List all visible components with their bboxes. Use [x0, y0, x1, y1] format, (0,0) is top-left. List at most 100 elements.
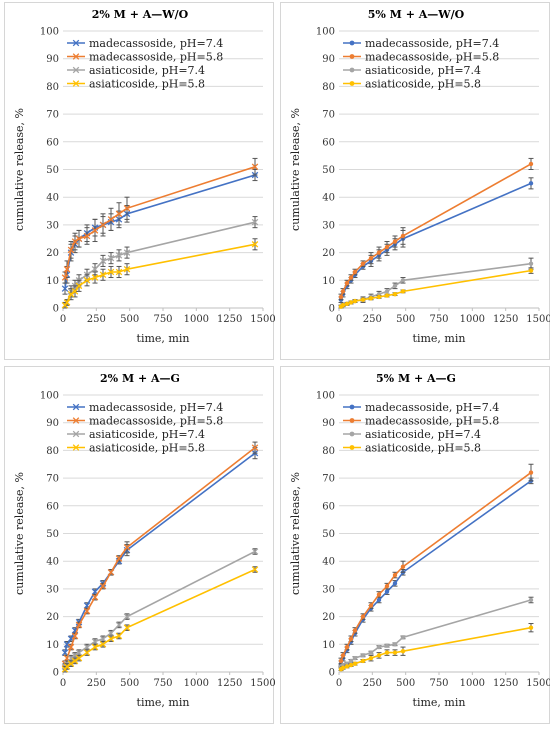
data-point — [123, 265, 131, 273]
data-point — [91, 643, 99, 651]
series — [61, 548, 259, 670]
data-point — [384, 643, 390, 648]
x-tick-label: 1000 — [184, 678, 209, 689]
legend-swatch-marker — [349, 418, 355, 423]
series — [61, 447, 259, 656]
data-point-stroke — [115, 555, 123, 562]
x-tick-label: 1500 — [526, 678, 550, 689]
data-point — [115, 632, 123, 640]
data-point — [392, 239, 398, 244]
data-point — [107, 254, 115, 262]
legend-swatch-marker — [349, 404, 355, 410]
x-tick-label: 750 — [153, 314, 172, 325]
y-tick-label: 30 — [322, 220, 335, 231]
y-tick-label: 90 — [322, 418, 335, 429]
data-point — [528, 597, 534, 603]
series — [338, 177, 534, 303]
y-tick-label: 0 — [53, 304, 59, 315]
data-point — [123, 613, 131, 620]
legend-swatch-marker — [349, 445, 355, 450]
data-point — [63, 265, 71, 273]
data-point-stroke — [115, 268, 123, 276]
data-point — [75, 621, 83, 629]
y-tick-label: 70 — [322, 474, 335, 485]
data-point-stroke — [99, 641, 107, 648]
data-point — [348, 275, 354, 280]
data-point — [384, 244, 390, 250]
y-tick-label: 80 — [46, 82, 59, 93]
x-tick-label: 750 — [429, 314, 448, 325]
data-point — [348, 658, 354, 664]
x-tick-label: 0 — [336, 314, 342, 325]
y-tick-label: 50 — [322, 529, 335, 540]
series — [338, 157, 534, 301]
legend-swatch-marker — [72, 53, 80, 60]
data-point — [91, 265, 99, 273]
data-point — [360, 653, 366, 658]
data-point — [61, 274, 69, 281]
data-point — [61, 285, 69, 292]
data-point — [83, 649, 91, 656]
x-tick-label: 500 — [396, 314, 415, 325]
data-point — [75, 282, 83, 290]
data-point — [63, 299, 71, 306]
legend-swatch-marker — [72, 444, 80, 451]
data-point — [71, 632, 79, 640]
y-axis-label: cumulative release, % — [13, 472, 26, 595]
data-point — [91, 593, 99, 601]
y-tick-label: 100 — [40, 27, 59, 38]
y-tick-label: 80 — [322, 82, 335, 93]
y-tick-label: 20 — [46, 612, 59, 623]
data-point — [400, 233, 406, 239]
data-point-stroke — [107, 629, 115, 637]
data-point — [528, 181, 534, 186]
series-line — [340, 626, 532, 670]
legend-swatch-marker — [72, 66, 80, 74]
data-point-stroke — [99, 582, 107, 590]
data-point — [99, 257, 107, 265]
y-tick-label: 100 — [316, 27, 335, 38]
x-tick-label: 750 — [153, 678, 172, 689]
data-point — [384, 589, 390, 594]
legend-swatch-marker — [349, 54, 355, 59]
data-point — [99, 641, 107, 648]
y-tick-label: 100 — [40, 391, 59, 402]
data-point — [67, 660, 75, 667]
data-point — [91, 227, 99, 234]
data-point — [344, 301, 350, 307]
data-point — [71, 238, 79, 245]
y-tick-label: 50 — [46, 165, 59, 176]
x-tick-label: 1500 — [250, 678, 275, 689]
data-point-stroke — [123, 265, 131, 273]
y-tick-label: 50 — [322, 165, 335, 176]
legend-label: asiaticoside, pH=7.4 — [89, 428, 205, 441]
data-point-stroke — [67, 635, 75, 643]
data-point — [360, 297, 366, 302]
data-point-stroke — [91, 638, 99, 645]
legend-swatch-marker — [349, 40, 355, 46]
y-axis-label: cumulative release, % — [289, 472, 302, 595]
data-point — [348, 636, 354, 641]
data-point-stroke — [83, 649, 91, 656]
data-point-stroke — [91, 227, 99, 234]
data-point — [392, 581, 398, 586]
data-point — [123, 205, 131, 212]
data-point-stroke — [115, 632, 123, 640]
data-point — [67, 654, 75, 662]
data-point — [392, 283, 398, 289]
data-point-stroke — [99, 257, 107, 265]
legend-label: asiaticoside, pH=5.8 — [365, 78, 481, 91]
series — [338, 267, 534, 309]
data-point-stroke — [123, 249, 131, 256]
series — [61, 566, 259, 673]
data-point-stroke — [107, 216, 115, 223]
data-point — [83, 607, 91, 615]
x-tick-label: 1250 — [493, 678, 518, 689]
data-point-stroke — [99, 635, 107, 643]
y-tick-label: 30 — [46, 584, 59, 595]
x-tick-label: 500 — [396, 678, 415, 689]
y-tick-label: 60 — [322, 501, 335, 512]
